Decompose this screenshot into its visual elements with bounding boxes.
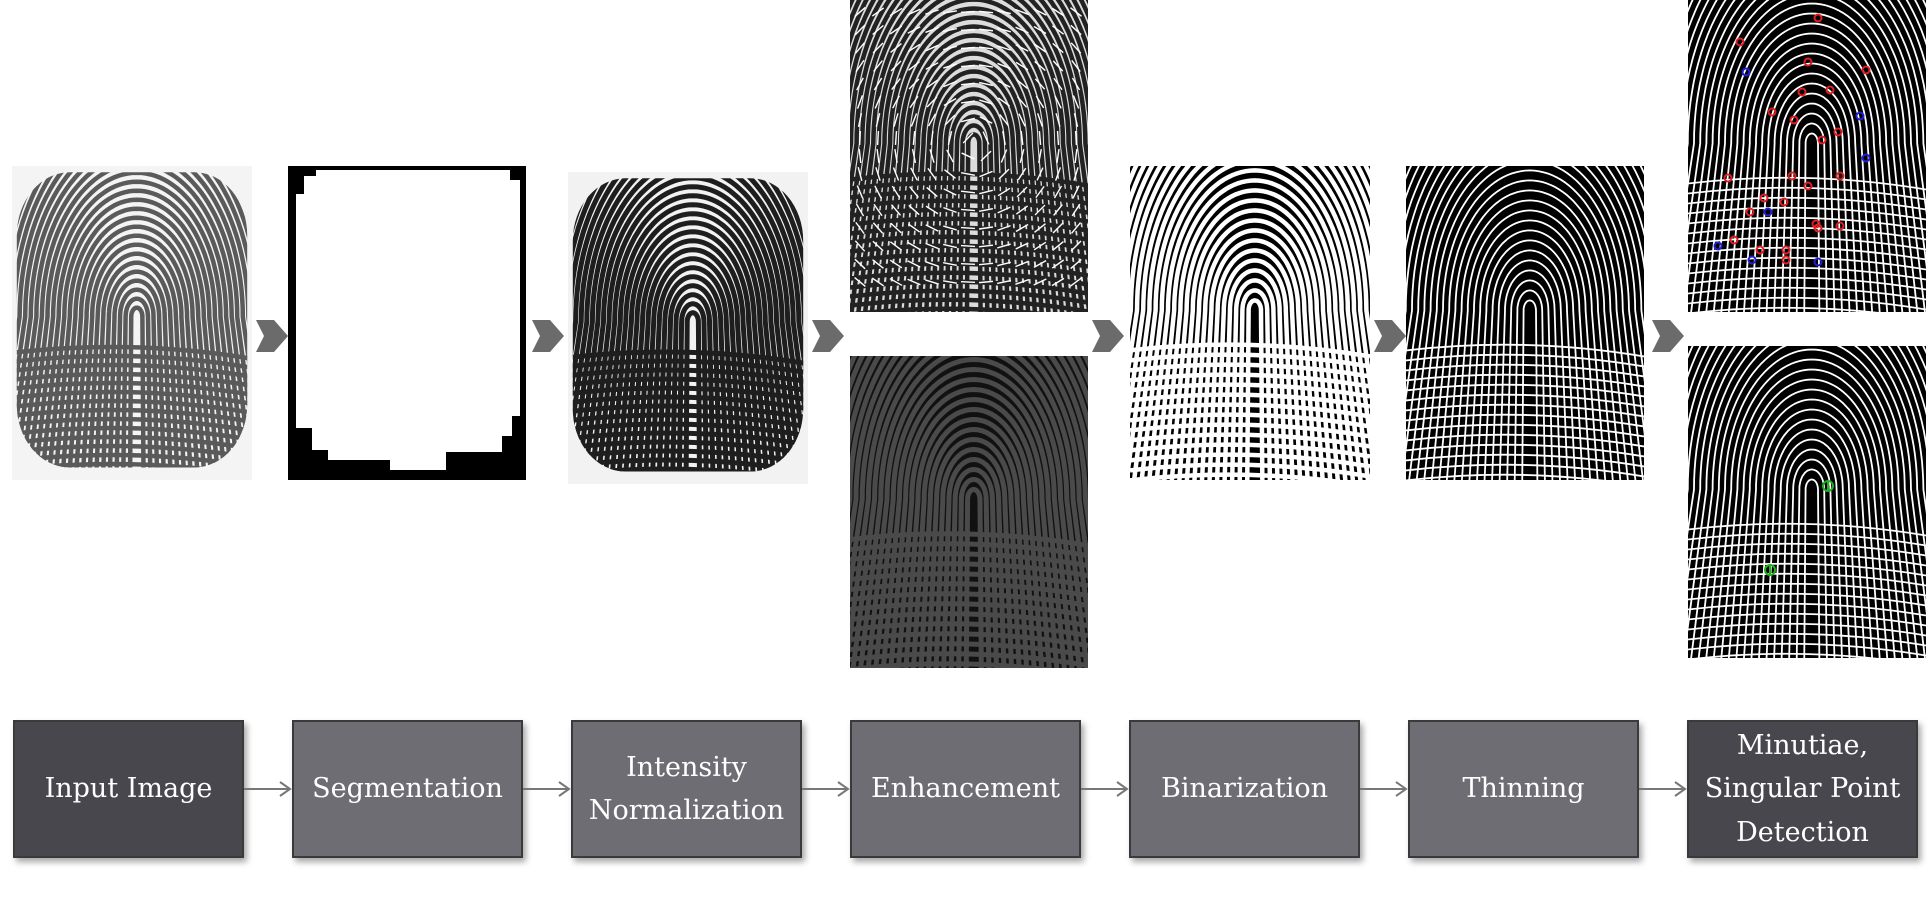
step-label: Binarization — [1161, 773, 1328, 805]
segmentation-mask-image — [288, 166, 526, 480]
step-label: Input Image — [44, 773, 213, 805]
connector-arrow-icon — [1639, 778, 1687, 800]
connector-arrow-icon — [523, 778, 571, 800]
step-intensity-normalization: Intensity Normalization — [571, 720, 802, 858]
step-label: Segmentation — [312, 773, 503, 805]
arrow-right-icon — [532, 308, 564, 364]
arrow-right-icon — [256, 308, 288, 364]
orientation-field-image — [850, 0, 1088, 312]
step-segmentation: Segmentation — [292, 720, 523, 858]
input-fingerprint-image — [12, 166, 252, 480]
step-thinning: Thinning — [1408, 720, 1639, 858]
connector-arrow-icon — [1360, 778, 1408, 800]
arrow-right-icon — [1092, 308, 1124, 364]
connector-arrow-icon — [802, 778, 850, 800]
step-input-image: Input Image — [13, 720, 244, 858]
enhanced-fingerprint-image — [850, 356, 1088, 668]
step-enhancement: Enhancement — [850, 720, 1081, 858]
normalized-fingerprint-image — [568, 172, 808, 484]
arrow-right-icon — [812, 308, 844, 364]
step-label: Enhancement — [871, 773, 1060, 805]
singular-point-fingerprint-image — [1688, 346, 1926, 658]
arrow-right-icon — [1652, 308, 1684, 364]
step-label: Minutiae, Singular Point Detection — [1704, 730, 1901, 848]
step-label: Thinning — [1462, 773, 1585, 805]
step-minutiae-singular-point-detection: Minutiae, Singular Point Detection — [1687, 720, 1918, 858]
step-label: Intensity Normalization — [588, 751, 785, 826]
thinned-fingerprint-image — [1406, 166, 1644, 480]
connector-arrow-icon — [1081, 778, 1129, 800]
binarized-fingerprint-image — [1130, 166, 1370, 480]
arrow-right-icon — [1374, 308, 1406, 364]
minutiae-fingerprint-image — [1688, 0, 1926, 312]
step-binarization: Binarization — [1129, 720, 1360, 858]
connector-arrow-icon — [244, 778, 292, 800]
